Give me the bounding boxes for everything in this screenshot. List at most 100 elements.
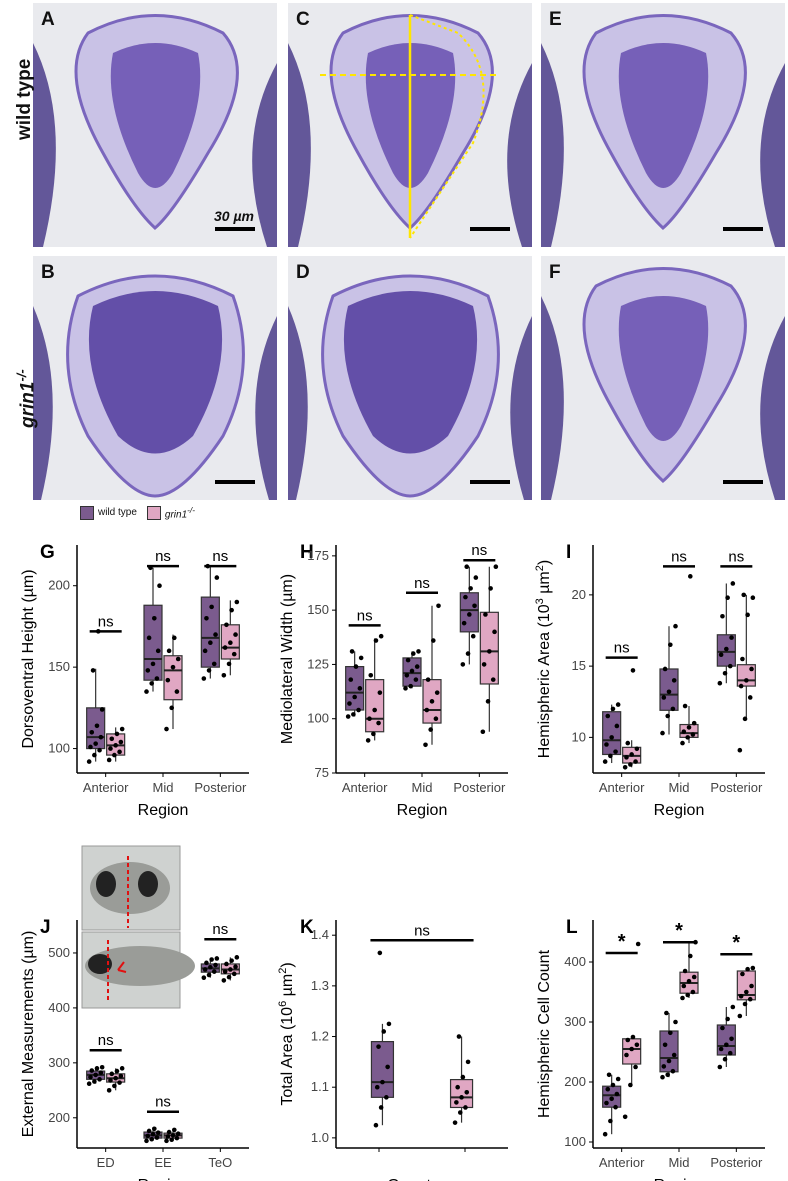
legend-label-mutant: grin1-/- xyxy=(165,505,195,520)
data-point xyxy=(155,648,161,654)
cell-mass xyxy=(618,296,709,441)
data-point xyxy=(231,971,237,977)
data-point xyxy=(201,975,207,980)
y-axis-label-part: Mediolateral Width (µm) xyxy=(279,574,296,744)
data-point xyxy=(433,716,439,722)
data-point xyxy=(461,620,467,626)
data-point xyxy=(727,663,733,669)
data-point xyxy=(604,1100,609,1106)
inset-red-arrow xyxy=(117,961,127,973)
inset-eye-left xyxy=(96,871,116,897)
data-point xyxy=(385,1064,390,1070)
data-point xyxy=(463,594,468,600)
y-axis-label: Hemispheric Area (103 µm2) xyxy=(534,560,553,758)
data-point xyxy=(686,725,692,730)
data-point xyxy=(119,726,125,732)
data-point xyxy=(170,1133,176,1138)
data-point xyxy=(625,740,631,746)
inset-head-dorsal xyxy=(90,862,170,914)
data-point xyxy=(424,707,430,713)
data-point xyxy=(455,1084,460,1090)
data-point xyxy=(666,1058,672,1064)
box-mutant xyxy=(736,970,756,1001)
data-point xyxy=(93,1072,98,1078)
data-point xyxy=(686,978,692,984)
data-point xyxy=(172,635,177,641)
data-point xyxy=(725,1016,730,1022)
data-point xyxy=(749,666,754,672)
data-point xyxy=(629,752,634,757)
chart-letter: G xyxy=(40,542,55,563)
data-point xyxy=(113,743,118,748)
x-axis-label: Region xyxy=(138,1177,189,1181)
data-point xyxy=(635,941,641,947)
significance-label: ns xyxy=(728,548,744,565)
data-point xyxy=(226,661,232,667)
data-point xyxy=(605,713,611,719)
row-label-wild-type-text: wild type xyxy=(14,58,35,140)
data-point xyxy=(690,732,696,737)
cell-mass xyxy=(110,43,201,188)
chart-g: G 100 150 200 Anterior Mid Posterior Region Dors… xyxy=(20,542,249,819)
data-point xyxy=(211,661,217,667)
data-point xyxy=(473,575,479,580)
data-point xyxy=(93,741,98,746)
data-point xyxy=(86,1081,92,1087)
data-point xyxy=(605,1086,611,1092)
data-point xyxy=(371,731,376,737)
micrograph-panel-f: F xyxy=(541,256,785,500)
inset-eye-right xyxy=(138,871,158,897)
data-point xyxy=(174,689,180,694)
row-label-mutant-sup: -/- xyxy=(14,369,29,382)
data-point xyxy=(745,966,750,972)
legend-label-mutant-sup: -/- xyxy=(187,505,196,515)
data-point xyxy=(633,1064,638,1070)
tissue-drawing xyxy=(541,14,785,247)
data-point xyxy=(465,1059,471,1065)
y-tick-label: 100 xyxy=(564,1134,586,1149)
data-point xyxy=(380,1079,385,1085)
data-point xyxy=(169,1137,174,1143)
data-point xyxy=(170,664,176,670)
measurement-guides xyxy=(320,14,500,239)
x-tick-label: Mid xyxy=(669,1155,690,1170)
retina-right xyxy=(507,63,532,247)
box-mutant xyxy=(163,1132,183,1139)
tissue-drawing xyxy=(288,274,532,500)
x-tick-label: Anterior xyxy=(83,780,129,795)
data-point xyxy=(614,1091,620,1097)
box-wild_type xyxy=(602,1085,622,1108)
data-point xyxy=(146,635,152,641)
data-point xyxy=(373,638,379,643)
chart-k: K 1.0 1.1 1.2 1.3 1.4 Genotype Total Area (106 … xyxy=(277,917,508,1181)
legend-label-mutant-text: grin1 xyxy=(164,509,188,521)
y-tick-label: 125 xyxy=(307,656,329,671)
data-point xyxy=(628,762,633,767)
cell-mass xyxy=(618,43,709,188)
box-wild_type xyxy=(602,711,622,756)
data-point xyxy=(356,707,361,713)
data-point xyxy=(174,1135,180,1141)
data-point xyxy=(610,706,616,712)
significance-label: ns xyxy=(671,548,687,565)
data-point xyxy=(693,939,698,945)
x-tick-label: Mid xyxy=(669,780,690,795)
data-point xyxy=(720,613,725,619)
data-point xyxy=(740,656,745,662)
data-point xyxy=(352,694,357,700)
data-point xyxy=(742,1001,748,1007)
data-point xyxy=(213,962,218,968)
legend: wild type grin1-/- xyxy=(80,505,195,520)
data-point xyxy=(413,677,419,682)
data-point xyxy=(89,729,95,735)
data-point xyxy=(613,1104,618,1110)
significance-label: ns xyxy=(614,640,630,657)
y-axis-label-part: Dorsoventral Height (µm) xyxy=(20,569,37,748)
data-point xyxy=(615,1076,621,1082)
data-point xyxy=(92,1079,97,1084)
data-point xyxy=(148,565,153,571)
data-point xyxy=(92,752,97,758)
data-point xyxy=(112,1083,117,1089)
box-mutant xyxy=(106,733,126,756)
data-point xyxy=(630,1034,636,1040)
